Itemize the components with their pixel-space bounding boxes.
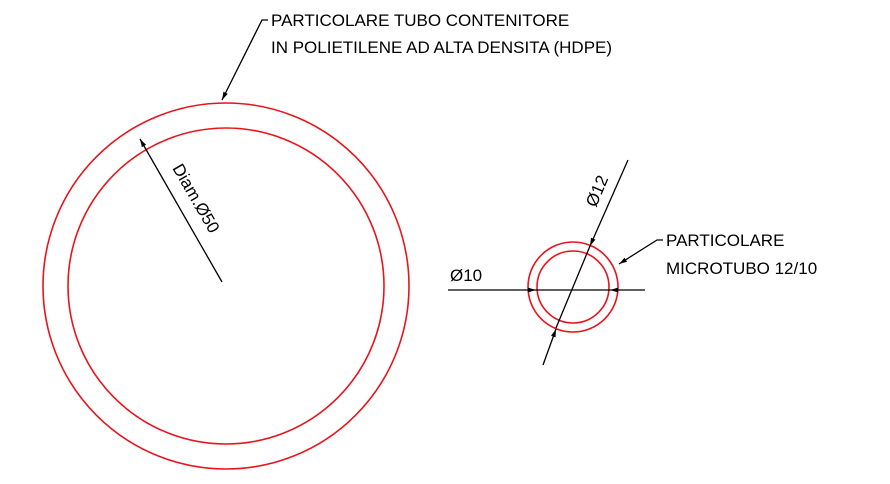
container-leader	[221, 19, 268, 101]
microtube-outer-dimension	[589, 159, 629, 247]
microtube-inner-label: Ø10	[450, 266, 482, 285]
microtube-outer-dimension	[555, 245, 591, 329]
microtube-inner-circle	[536, 250, 610, 324]
microtube-label-line: MICROTUBO 12/10	[666, 259, 817, 278]
microtube-leader	[618, 239, 663, 265]
container-label-line: PARTICOLARE TUBO CONTENITORE	[271, 11, 569, 30]
microtube-outer-dimension	[542, 328, 557, 366]
container-outer-circle	[42, 102, 410, 470]
container-label-line: IN POLIETILENE AD ALTA DENSITA (HDPE)	[271, 38, 612, 57]
container-dimension-line	[139, 138, 223, 283]
container-inner-circle	[67, 127, 385, 445]
microtube-outer-circle	[527, 241, 619, 333]
microtube-label-line: PARTICOLARE	[666, 231, 784, 250]
